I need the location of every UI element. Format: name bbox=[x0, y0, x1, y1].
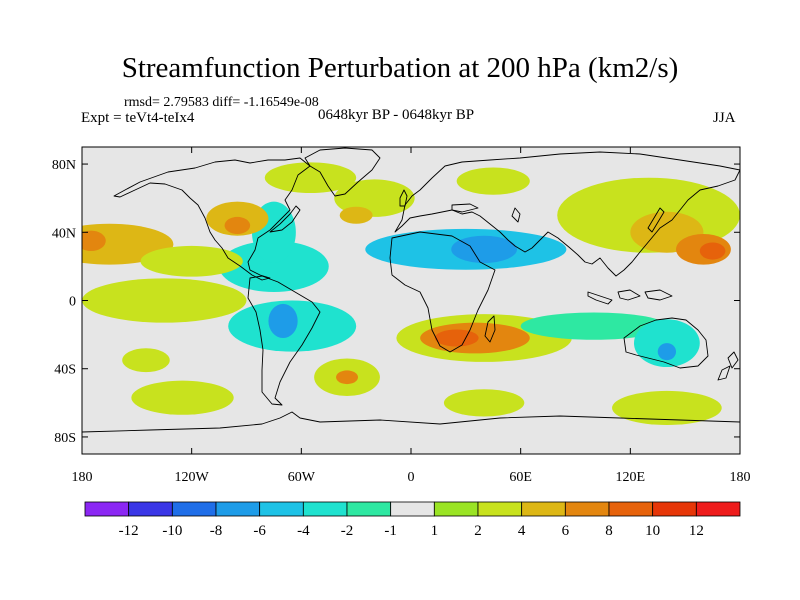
colorbar-swatch bbox=[652, 501, 697, 517]
colorbar-label: 2 bbox=[474, 523, 482, 539]
field-anomaly-positive bbox=[140, 245, 243, 277]
period-text: 0648kyr BP - 0648kyr BP bbox=[318, 107, 475, 123]
streamfunction-contour-fill bbox=[82, 162, 740, 426]
colorbar-label: -12 bbox=[119, 523, 139, 539]
y-tick-label: 80N bbox=[52, 158, 76, 173]
field-anomaly-positive bbox=[434, 329, 479, 347]
colorbar-label: 4 bbox=[518, 523, 526, 539]
field-anomaly-positive bbox=[336, 370, 358, 385]
chart-title: Streamfunction Perturbation at 200 hPa (… bbox=[121, 52, 679, 84]
y-tick-label: 0 bbox=[69, 295, 76, 310]
colorbar-label: -2 bbox=[341, 523, 354, 539]
colorbar-label: -8 bbox=[210, 523, 223, 539]
x-tick-label: 120W bbox=[175, 470, 210, 485]
field-anomaly-positive bbox=[82, 278, 247, 323]
x-tick-label: 0 bbox=[408, 470, 415, 485]
field-anomaly-positive bbox=[224, 216, 251, 234]
coastlines bbox=[82, 147, 740, 433]
colorbar-swatch bbox=[84, 501, 130, 517]
x-tick-label: 60E bbox=[509, 470, 532, 485]
colorbar-swatch bbox=[521, 501, 566, 517]
field-anomaly-positive bbox=[122, 348, 170, 373]
colorbar-swatch bbox=[390, 501, 435, 517]
field-anomaly-positive bbox=[699, 242, 726, 260]
experiment-text: Expt = teVt4-teIx4 bbox=[81, 110, 195, 126]
colorbar-swatch bbox=[128, 501, 173, 517]
colorbar-swatch bbox=[259, 501, 304, 517]
stats-text: rmsd= 2.79583 diff= -1.16549e-08 bbox=[124, 95, 319, 110]
season-text: JJA bbox=[713, 110, 736, 126]
colorbar: -12 -10 -8 -6 -4 -2 -1 1 2 4 6 8 10 12 bbox=[84, 501, 741, 539]
colorbar-swatch bbox=[564, 501, 610, 517]
colorbar-swatch bbox=[215, 501, 261, 517]
x-tick-label: 180 bbox=[730, 470, 751, 485]
colorbar-label: -6 bbox=[253, 523, 266, 539]
colorbar-label: -4 bbox=[297, 523, 310, 539]
y-tick-label: 80S bbox=[54, 431, 76, 446]
x-tick-label: 60W bbox=[288, 470, 316, 485]
field-anomaly-negative bbox=[268, 303, 298, 339]
colorbar-swatch bbox=[608, 501, 654, 517]
field-anomaly-positive bbox=[443, 389, 525, 417]
colorbar-label: 6 bbox=[562, 523, 570, 539]
field-anomaly-negative bbox=[657, 343, 677, 361]
colorbar-label: -10 bbox=[162, 523, 182, 539]
colorbar-swatch bbox=[302, 501, 348, 517]
field-anomaly-positive bbox=[339, 206, 373, 224]
field-anomaly-positive bbox=[264, 162, 357, 194]
x-tick-label: 120E bbox=[616, 470, 646, 485]
colorbar-swatch bbox=[171, 501, 217, 517]
colorbar-label: 10 bbox=[645, 523, 660, 539]
field-anomaly-negative bbox=[451, 235, 518, 263]
axis-ticks: 180 120W 60W 0 60E 120E 180 80N 40N 0 40S 80S bbox=[52, 147, 751, 485]
field-anomaly-positive bbox=[82, 230, 106, 252]
y-tick-label: 40S bbox=[54, 363, 76, 378]
colorbar-label: 12 bbox=[689, 523, 704, 539]
colorbar-swatch bbox=[695, 501, 741, 517]
field-anomaly-negative bbox=[219, 240, 329, 292]
colorbar-label: 1 bbox=[431, 523, 439, 539]
field-anomaly-positive bbox=[612, 390, 722, 426]
y-tick-label: 40N bbox=[52, 226, 76, 241]
x-tick-label: 180 bbox=[72, 470, 93, 485]
colorbar-swatch bbox=[346, 501, 392, 517]
field-anomaly-positive bbox=[131, 380, 234, 415]
colorbar-swatch bbox=[433, 501, 479, 517]
colorbar-label: -1 bbox=[384, 523, 397, 539]
field-anomaly-positive bbox=[456, 167, 530, 195]
colorbar-swatch bbox=[477, 501, 523, 517]
colorbar-label: 8 bbox=[605, 523, 613, 539]
